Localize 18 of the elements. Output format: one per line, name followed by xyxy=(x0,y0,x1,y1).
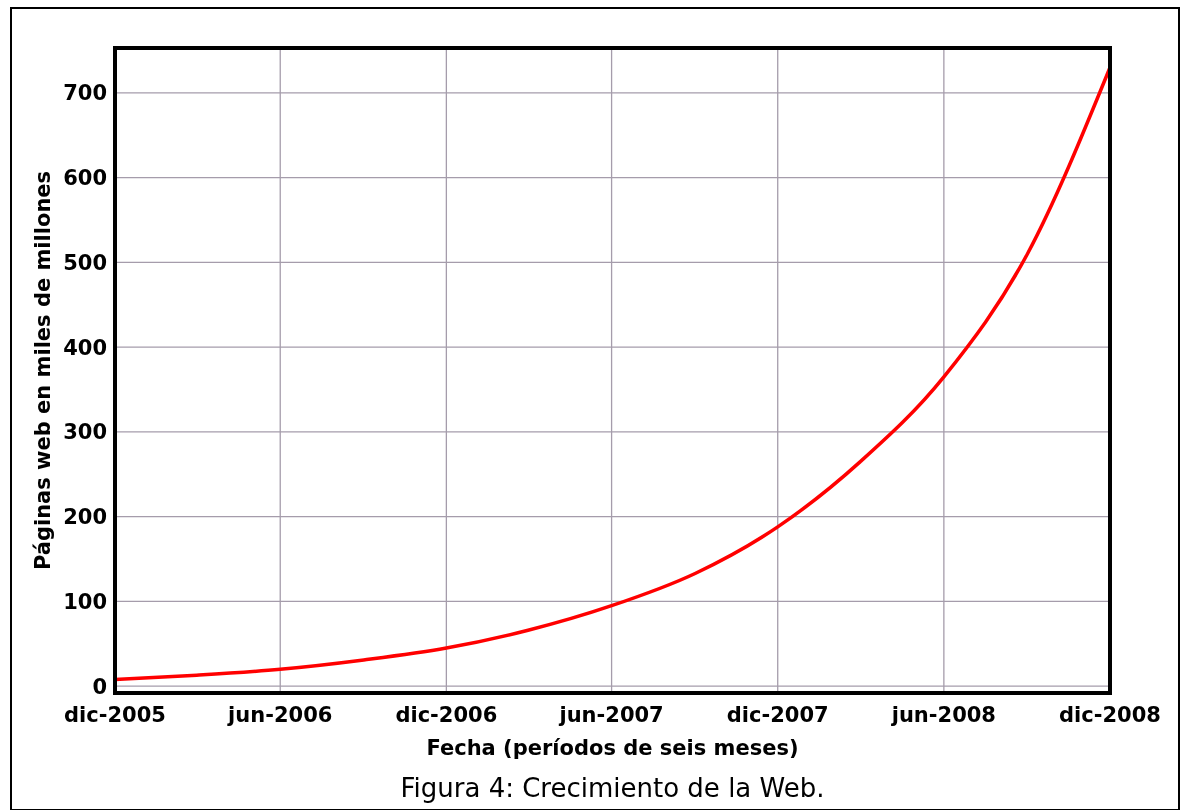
x-tick-label: jun-2008 xyxy=(890,703,996,727)
x-tick-label: dic-2006 xyxy=(395,703,498,727)
y-tick-label: 0 xyxy=(92,674,107,699)
x-axis-title: Fecha (períodos de seis meses) xyxy=(426,736,799,760)
y-tick-label: 100 xyxy=(63,589,107,614)
x-tick-label: jun-2007 xyxy=(558,703,664,727)
y-tick-label: 600 xyxy=(63,166,107,191)
y-tick-label: 500 xyxy=(63,250,107,275)
y-axis-title: Páginas web en miles de millones xyxy=(31,170,55,571)
y-tick-label: 200 xyxy=(63,505,107,530)
y-tick-label: 700 xyxy=(63,81,107,106)
x-tick-label: dic-2007 xyxy=(726,703,829,727)
y-tick-label: 300 xyxy=(63,420,107,445)
y-tick-label: 400 xyxy=(63,335,107,360)
x-tick-label: dic-2008 xyxy=(1059,703,1161,727)
x-tick-label: dic-2005 xyxy=(64,703,166,727)
x-tick-label: jun-2006 xyxy=(227,703,333,727)
text: Figura 4: Crecimiento de la Web. xyxy=(400,773,825,803)
